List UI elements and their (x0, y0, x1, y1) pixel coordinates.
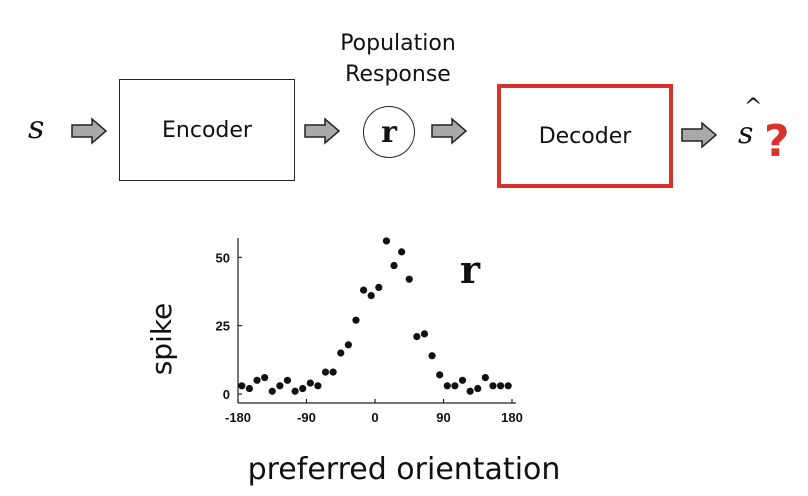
data-point (420, 330, 429, 338)
y-tick-label: 25 (216, 319, 230, 334)
data-point (314, 382, 322, 390)
data-point (375, 283, 383, 291)
arrow-r-to-decoder (431, 118, 467, 144)
question-mark: ? (764, 116, 790, 167)
data-point (306, 379, 314, 387)
data-point (261, 374, 269, 382)
data-point (451, 382, 459, 390)
y-axis-label: spike (145, 302, 178, 376)
x-tick-label: -180 (225, 410, 251, 425)
data-point (344, 341, 352, 349)
data-point (238, 382, 246, 390)
plot-series-label: r (460, 247, 481, 292)
stimulus-label: s (28, 108, 45, 146)
data-point (299, 384, 307, 393)
population-response-label: Population Response (316, 28, 480, 90)
estimate-hat: ^ (744, 95, 763, 120)
encoder-box: Encoder (119, 79, 295, 181)
spike-chart: -180 -90 0 90 180 0 25 50 (216, 237, 523, 425)
data-point (253, 376, 261, 384)
data-point (337, 349, 345, 357)
estimate-label: s (738, 116, 754, 151)
arrow-encoder-to-r (304, 118, 340, 144)
data-point (436, 371, 444, 379)
x-tick-label: -90 (297, 410, 316, 425)
decoder-label: Decoder (538, 123, 632, 149)
population-label-line2: Response (345, 62, 451, 87)
data-point (291, 387, 299, 395)
data-point (443, 382, 451, 390)
data-point (276, 382, 284, 390)
encoder-label: Encoder (162, 117, 252, 143)
response-symbol: r (381, 114, 397, 150)
x-tick-label: 90 (436, 410, 450, 425)
data-point (390, 261, 398, 270)
response-node: r (363, 106, 415, 158)
data-point (367, 292, 375, 300)
data-point (283, 376, 292, 384)
data-point (352, 316, 360, 324)
x-tick-label: 180 (501, 410, 523, 425)
data-point (481, 374, 489, 382)
data-point (428, 352, 436, 360)
x-tick-label: 0 (371, 410, 378, 425)
data-point (359, 286, 368, 294)
data-point (405, 275, 413, 283)
data-point (504, 382, 512, 390)
y-tick-label: 0 (223, 387, 230, 402)
population-label-line1: Population (340, 31, 456, 56)
data-point (398, 248, 406, 256)
data-point (329, 368, 337, 376)
data-point (458, 376, 467, 384)
y-tick-label: 50 (216, 250, 230, 265)
data-point (413, 333, 421, 341)
x-axis-label: preferred orientation (247, 452, 561, 487)
arrow-s-to-encoder (71, 118, 107, 144)
data-point (466, 387, 474, 395)
data-point (496, 382, 505, 390)
data-point (382, 237, 391, 245)
decoder-box: Decoder (497, 84, 673, 188)
data-point (474, 384, 482, 393)
data-point (489, 382, 497, 390)
data-point (245, 384, 254, 393)
arrow-decoder-to-estimate (681, 122, 717, 148)
data-point (321, 368, 330, 376)
data-point (268, 387, 276, 395)
